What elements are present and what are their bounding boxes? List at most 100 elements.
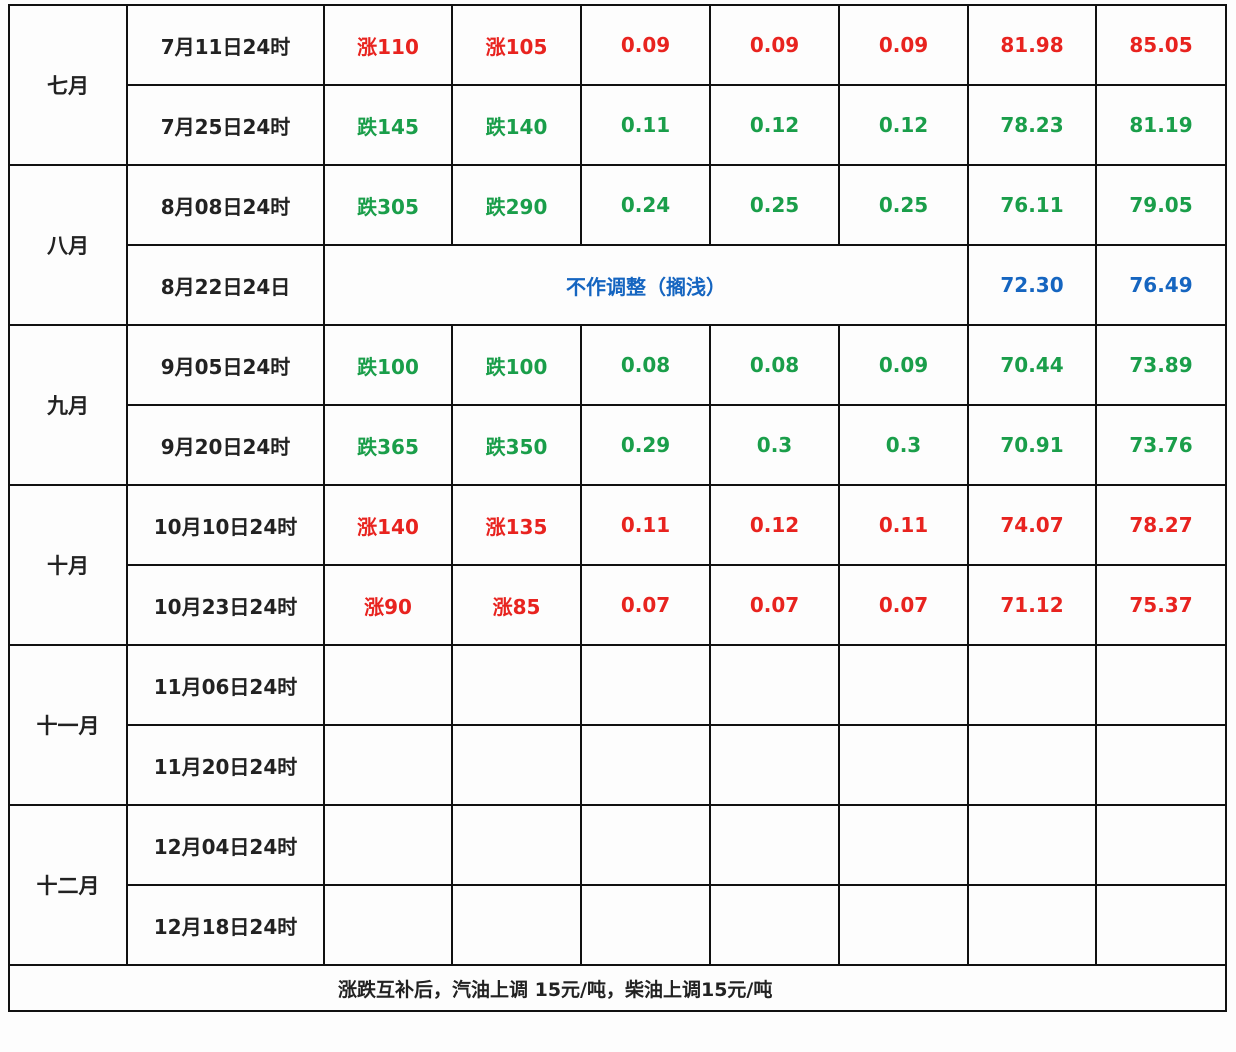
value-cell: 81.19 [1095,84,1227,166]
value-cell: 81.98 [967,4,1097,86]
value-cell: 79.05 [1095,164,1227,246]
month-cell: 十月 [8,484,128,646]
value-cell: 0.11 [580,84,711,166]
value-cell: 涨85 [451,564,582,646]
date-cell: 8月08日24时 [126,164,325,246]
date-cell: 9月05日24时 [126,324,325,406]
value-cell [323,884,453,966]
date-cell: 11月06日24时 [126,644,325,726]
value-cell: 跌100 [451,324,582,406]
value-cell: 0.07 [580,564,711,646]
no-adjustment-cell: 不作调整（搁浅） [323,244,969,326]
value-cell: 0.09 [838,324,969,406]
value-cell: 涨110 [323,4,453,86]
value-cell [967,724,1097,806]
value-cell [709,724,840,806]
value-cell [838,804,969,886]
date-cell: 12月18日24时 [126,884,325,966]
value-cell: 0.09 [709,4,840,86]
table-row: 八月 8月08日24时 跌305 跌290 0.24 0.25 0.25 76.11 79.05 [8,164,1227,326]
table-row: 九月 9月05日24时 跌100 跌100 0.08 0.08 0.09 70.44 73.89 [8,324,1227,486]
value-cell: 0.12 [709,484,840,566]
summary-note: 涨跌互补后，汽油上调 15元/吨，柴油上调15元/吨 [8,964,1227,1012]
value-cell [1095,804,1227,886]
value-cell: 78.27 [1095,484,1227,566]
value-cell [323,804,453,886]
value-cell: 0.07 [838,564,969,646]
value-cell: 跌350 [451,404,582,486]
date-cell: 10月10日24时 [126,484,325,566]
value-cell: 70.91 [967,404,1097,486]
value-cell [580,724,711,806]
value-cell: 涨90 [323,564,453,646]
value-cell: 0.3 [838,404,969,486]
value-cell: 0.09 [838,4,969,86]
value-cell [1095,644,1227,726]
fuel-price-adjustment-table: 七月 7月11日24时 涨110 涨105 0.09 0.09 0.09 81.98 85.05… [8,4,1227,1012]
month-cell: 八月 [8,164,128,326]
value-cell: 0.12 [838,84,969,166]
value-cell [967,884,1097,966]
value-cell [709,884,840,966]
value-cell: 涨140 [323,484,453,566]
table-body: 七月 7月11日24时 涨110 涨105 0.09 0.09 0.09 81.98 85.05… [8,4,1227,1012]
value-cell [323,644,453,726]
value-cell [709,644,840,726]
value-cell: 70.44 [967,324,1097,406]
value-cell [451,724,582,806]
value-cell: 0.25 [838,164,969,246]
month-cell: 七月 [8,4,128,166]
value-cell: 73.89 [1095,324,1227,406]
value-cell: 跌100 [323,324,453,406]
value-cell: 0.11 [580,484,711,566]
value-cell [838,644,969,726]
value-cell: 74.07 [967,484,1097,566]
value-cell: 0.07 [709,564,840,646]
value-cell: 0.25 [709,164,840,246]
value-cell [580,644,711,726]
table-row: 十二月 12月04日24时 [8,804,1227,966]
value-cell [451,804,582,886]
date-cell: 7月11日24时 [126,4,325,86]
value-cell: 78.23 [967,84,1097,166]
value-cell: 跌290 [451,164,582,246]
month-cell: 十一月 [8,644,128,806]
value-cell: 0.29 [580,404,711,486]
value-cell: 85.05 [1095,4,1227,86]
table-row: 12月18日24时 [9,884,1227,966]
value-cell: 0.09 [580,4,711,86]
value-cell [838,884,969,966]
value-cell: 涨105 [451,4,582,86]
table-row: 十一月 11月06日24时 [8,644,1227,806]
table-row: 8月22日24日 不作调整（搁浅） 72.30 76.49 [9,244,1227,326]
value-cell: 75.37 [1095,564,1227,646]
value-cell: 0.24 [580,164,711,246]
month-cell: 十二月 [8,804,128,966]
value-cell: 76.49 [1095,244,1227,326]
date-cell: 9月20日24时 [126,404,325,486]
value-cell: 76.11 [967,164,1097,246]
value-cell: 0.12 [709,84,840,166]
table-row: 7月25日24时 跌145 跌140 0.11 0.12 0.12 78.23 81.19 [9,84,1227,166]
value-cell [451,644,582,726]
month-cell: 九月 [8,324,128,486]
value-cell: 73.76 [1095,404,1227,486]
value-cell [1095,724,1227,806]
table-row: 10月23日24时 涨90 涨85 0.07 0.07 0.07 71.12 75.37 [9,564,1227,646]
date-cell: 8月22日24日 [126,244,325,326]
value-cell [967,644,1097,726]
value-cell: 71.12 [967,564,1097,646]
value-cell [838,724,969,806]
table-row: 七月 7月11日24时 涨110 涨105 0.09 0.09 0.09 81.98 85.05 [8,4,1227,166]
date-cell: 12月04日24时 [126,804,325,886]
value-cell: 0.08 [709,324,840,406]
value-cell: 72.30 [967,244,1097,326]
value-cell [580,804,711,886]
date-cell: 10月23日24时 [126,564,325,646]
date-cell: 7月25日24时 [126,84,325,166]
date-cell: 11月20日24时 [126,724,325,806]
table-row: 11月20日24时 [9,724,1227,806]
table-row: 十月 10月10日24时 涨140 涨135 0.11 0.12 0.11 74.07 78.2… [8,484,1227,646]
value-cell: 跌305 [323,164,453,246]
value-cell: 0.08 [580,324,711,406]
